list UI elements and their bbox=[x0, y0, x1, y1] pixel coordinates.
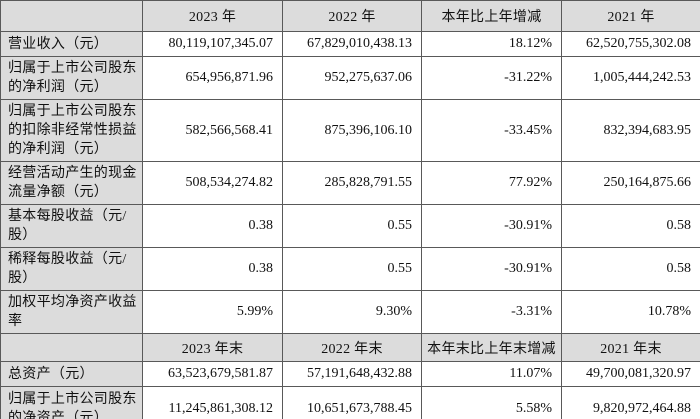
metric-label: 基本每股收益（元/股） bbox=[0, 204, 143, 248]
header-cell-2021: 2021 年 bbox=[561, 0, 700, 32]
header-cell-yoy-change: 本年比上年增减 bbox=[421, 0, 562, 32]
metric-value: -31.22% bbox=[421, 56, 562, 100]
table-row-net-profit: 归属于上市公司股东的净利润（元） 654,956,871.96 952,275,… bbox=[0, 56, 700, 100]
metric-value: 1,005,444,242.53 bbox=[561, 56, 700, 100]
metric-value: 285,828,791.55 bbox=[282, 161, 422, 205]
metric-label: 归属于上市公司股东的扣除非经常性损益的净利润（元） bbox=[0, 99, 143, 162]
metric-label: 加权平均净资产收益率 bbox=[0, 290, 143, 334]
metric-value: 5.58% bbox=[421, 386, 562, 419]
header-cell-2023-end: 2023 年末 bbox=[142, 333, 283, 362]
metric-value: 0.58 bbox=[561, 247, 700, 291]
metric-value: 832,394,683.95 bbox=[561, 99, 700, 162]
metric-label: 营业收入（元） bbox=[0, 31, 143, 57]
metric-value: 10,651,673,788.45 bbox=[282, 386, 422, 419]
table-row-net-assets: 归属于上市公司股东的净资产（元） 11,245,861,308.12 10,65… bbox=[0, 386, 700, 419]
metric-value: 0.38 bbox=[142, 247, 283, 291]
table-row-total-assets: 总资产（元） 63,523,679,581.87 57,191,648,432.… bbox=[0, 361, 700, 387]
metric-value: 0.38 bbox=[142, 204, 283, 248]
metric-value: 654,956,871.96 bbox=[142, 56, 283, 100]
table-row-operating-cash-flow: 经营活动产生的现金流量净额（元） 508,534,274.82 285,828,… bbox=[0, 161, 700, 205]
metric-value: 62,520,755,302.08 bbox=[561, 31, 700, 57]
header-cell-2022-end: 2022 年末 bbox=[282, 333, 422, 362]
metric-value: 5.99% bbox=[142, 290, 283, 334]
metric-value: -30.91% bbox=[421, 247, 562, 291]
header-cell-blank bbox=[0, 0, 143, 32]
metric-value: 63,523,679,581.87 bbox=[142, 361, 283, 387]
metric-label: 归属于上市公司股东的净资产（元） bbox=[0, 386, 143, 419]
metric-value: 57,191,648,432.88 bbox=[282, 361, 422, 387]
metric-label: 稀释每股收益（元/股） bbox=[0, 247, 143, 291]
header-cell-2023: 2023 年 bbox=[142, 0, 283, 32]
metric-value: 10.78% bbox=[561, 290, 700, 334]
table-row-diluted-eps: 稀释每股收益（元/股） 0.38 0.55 -30.91% 0.58 bbox=[0, 247, 700, 291]
header-cell-year-end-change: 本年末比上年末增减 bbox=[421, 333, 562, 362]
metric-value: 77.92% bbox=[421, 161, 562, 205]
metric-value: 952,275,637.06 bbox=[282, 56, 422, 100]
metric-value: 9.30% bbox=[282, 290, 422, 334]
metric-value: 49,700,081,320.97 bbox=[561, 361, 700, 387]
metric-value: 0.55 bbox=[282, 204, 422, 248]
metric-value: 875,396,106.10 bbox=[282, 99, 422, 162]
metric-value: 11.07% bbox=[421, 361, 562, 387]
metric-value: -3.31% bbox=[421, 290, 562, 334]
metric-value: 250,164,875.66 bbox=[561, 161, 700, 205]
metric-value: 508,534,274.82 bbox=[142, 161, 283, 205]
header-cell-blank bbox=[0, 333, 143, 362]
table-row-revenue: 营业收入（元） 80,119,107,345.07 67,829,010,438… bbox=[0, 31, 700, 57]
metric-value: -30.91% bbox=[421, 204, 562, 248]
table-row-weighted-avg-roe: 加权平均净资产收益率 5.99% 9.30% -3.31% 10.78% bbox=[0, 290, 700, 334]
metric-value: 0.58 bbox=[561, 204, 700, 248]
table-row-basic-eps: 基本每股收益（元/股） 0.38 0.55 -30.91% 0.58 bbox=[0, 204, 700, 248]
metric-value: 9,820,972,464.88 bbox=[561, 386, 700, 419]
metric-value: 11,245,861,308.12 bbox=[142, 386, 283, 419]
metric-label: 经营活动产生的现金流量净额（元） bbox=[0, 161, 143, 205]
metric-label: 总资产（元） bbox=[0, 361, 143, 387]
metric-value: 80,119,107,345.07 bbox=[142, 31, 283, 57]
header-row-annual: 2023 年 2022 年 本年比上年增减 2021 年 bbox=[0, 0, 700, 32]
metric-value: 582,566,568.41 bbox=[142, 99, 283, 162]
metric-value: 67,829,010,438.13 bbox=[282, 31, 422, 57]
metric-value: -33.45% bbox=[421, 99, 562, 162]
header-cell-2021-end: 2021 年末 bbox=[561, 333, 700, 362]
header-row-year-end: 2023 年末 2022 年末 本年末比上年末增减 2021 年末 bbox=[0, 333, 700, 362]
metric-label: 归属于上市公司股东的净利润（元） bbox=[0, 56, 143, 100]
metric-value: 18.12% bbox=[421, 31, 562, 57]
table-row-net-profit-excl-nonrecurring: 归属于上市公司股东的扣除非经常性损益的净利润（元） 582,566,568.41… bbox=[0, 99, 700, 162]
header-cell-2022: 2022 年 bbox=[282, 0, 422, 32]
metric-value: 0.55 bbox=[282, 247, 422, 291]
